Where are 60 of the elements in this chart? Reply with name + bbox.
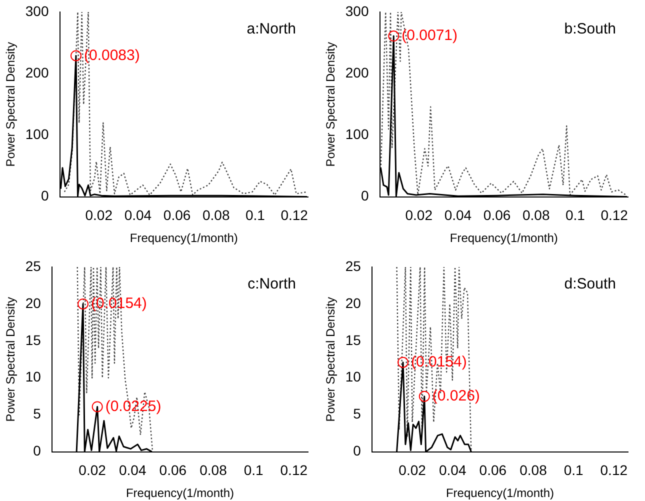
annotation: d:South — [564, 276, 616, 293]
annotation: (0.026) — [432, 388, 480, 404]
y-tick-label: 200 — [25, 64, 49, 80]
y-tick-label: 10 — [345, 368, 362, 385]
y-axis-title: Power Spectral Density — [4, 297, 18, 422]
x-tick-label: 0.02 — [405, 207, 433, 224]
y-tick-label: 15 — [345, 332, 362, 348]
y-axis-title: Power Spectral Density — [324, 297, 338, 422]
y-tick-label: 0 — [353, 442, 362, 459]
x-tick-label: 0.12 — [600, 462, 628, 478]
y-tick-label: 25 — [345, 258, 362, 274]
x-tick-label: 0.1 — [564, 462, 584, 478]
y-tick-label: 5 — [33, 406, 42, 422]
annotation: (0.0071) — [402, 27, 458, 44]
y-tick-label: 200 — [345, 64, 369, 80]
x-tick-label: 0.1 — [565, 207, 586, 224]
y-tick-label: 15 — [25, 332, 42, 348]
y-tick-label: 20 — [345, 294, 362, 311]
y-tick-label: 300 — [345, 2, 369, 19]
x-tick-label: 0.12 — [280, 207, 308, 224]
x-axis-title: Frequency(1/month) — [126, 486, 234, 500]
y-tick-label: 0 — [360, 188, 369, 204]
x-tick-label: 0.06 — [479, 462, 507, 478]
y-axis-title: Power Spectral Density — [324, 42, 338, 167]
y-tick-label: 10 — [25, 368, 42, 385]
x-axis-title: Frequency(1/month) — [450, 231, 558, 246]
y-tick-label: 300 — [25, 2, 49, 19]
x-tick-label: 0.08 — [522, 207, 550, 224]
annotation: b:South — [564, 20, 616, 38]
x-tick-label: 0.04 — [124, 207, 152, 224]
x-tick-label: 0.08 — [520, 462, 548, 478]
line-series — [64, 12, 308, 196]
x-tick-label: 0.06 — [159, 462, 187, 478]
y-tick-label: 5 — [353, 406, 362, 422]
x-tick-label: 0.04 — [444, 207, 472, 224]
x-tick-label: 0.02 — [398, 462, 426, 478]
x-tick-label: 0.12 — [600, 207, 628, 224]
y-tick-label: 25 — [25, 258, 42, 274]
y-axis-title: Power Spectral Density — [4, 42, 18, 167]
x-tick-label: 0.1 — [244, 462, 264, 478]
x-tick-label: 0.06 — [483, 207, 511, 224]
y-tick-label: 100 — [345, 126, 369, 142]
x-tick-label: 0.08 — [200, 462, 228, 478]
y-tick-label: 20 — [25, 294, 42, 311]
x-tick-label: 0.04 — [438, 462, 466, 478]
annotation: a:North — [246, 20, 296, 38]
x-tick-label: 0.06 — [163, 207, 191, 224]
x-tick-label: 0.08 — [202, 207, 230, 224]
x-tick-label: 0.12 — [280, 462, 308, 478]
annotation: (0.0083) — [84, 46, 140, 64]
x-axis-title: Frequency(1/month) — [446, 486, 554, 500]
annotation: c:North — [248, 276, 296, 293]
y-tick-label: 0 — [33, 442, 42, 459]
y-tick-label: 100 — [25, 126, 49, 142]
x-tick-label: 0.1 — [245, 207, 266, 224]
y-tick-label: 0 — [40, 188, 49, 204]
x-tick-label: 0.02 — [85, 207, 113, 224]
x-tick-label: 0.04 — [118, 462, 146, 478]
x-tick-label: 0.02 — [78, 462, 106, 478]
x-axis-title: Frequency(1/month) — [130, 231, 238, 246]
